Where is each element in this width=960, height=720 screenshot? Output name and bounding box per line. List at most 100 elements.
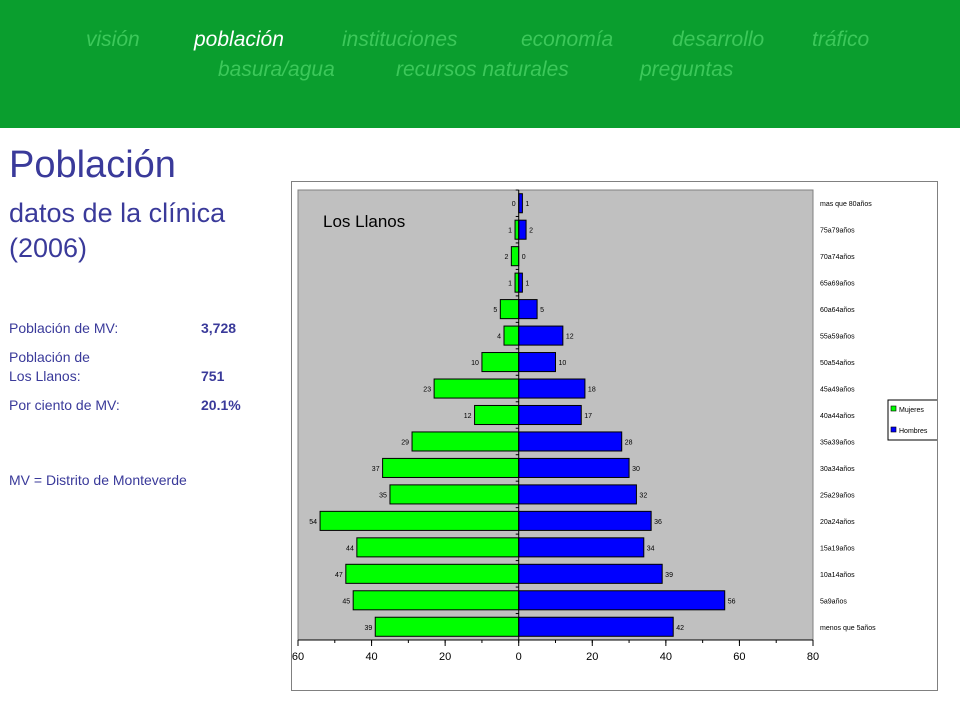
llanos-population-label-2: Los Llanos: <box>9 368 81 384</box>
bar-mujeres <box>474 404 520 426</box>
bar-mujeres <box>510 246 520 267</box>
bar-hombres <box>518 510 652 531</box>
bar-mujeres <box>389 484 520 505</box>
category-label: 65a69años <box>820 281 855 288</box>
percent-of-mv-label: Por ciento de MV: <box>9 397 120 413</box>
data-label-hombres: 17 <box>584 413 592 420</box>
data-label-hombres: 1 <box>525 201 529 208</box>
data-label-hombres: 39 <box>665 572 673 579</box>
category-label: 35a39años <box>820 439 855 446</box>
category-label: 75a79años <box>820 228 855 235</box>
bar-mujeres <box>503 325 520 346</box>
page-title: Población <box>9 144 176 186</box>
category-label: 15a19años <box>820 545 855 552</box>
top-navigation-bar: visión población instituciones economía desa… <box>0 0 960 128</box>
llanos-population-label-1: Población de <box>9 349 90 365</box>
bar-mujeres <box>411 431 520 452</box>
bar-mujeres <box>374 616 520 637</box>
bar-mujeres <box>352 590 520 611</box>
x-tick-label: 40 <box>365 651 377 663</box>
bar-hombres <box>518 616 674 637</box>
bar-mujeres <box>433 378 520 399</box>
llanos-population-value: 751 <box>201 368 225 384</box>
nav-item-1[interactable]: población <box>194 28 284 51</box>
category-label: 60a64años <box>820 307 855 314</box>
category-label: 55a59años <box>820 334 855 341</box>
bar-hombres <box>518 537 645 558</box>
category-label: 40a44años <box>820 413 855 420</box>
x-tick-label: 40 <box>660 651 672 663</box>
data-label-hombres: 12 <box>566 334 574 341</box>
data-label-mujeres: 29 <box>401 439 409 446</box>
nav-item-8[interactable]: preguntas <box>640 58 734 81</box>
data-label-mujeres: 1 <box>508 228 512 235</box>
population-pyramid-chart: 0 1 mas que 80años 1 2 75a79años 2 0 70a74años 1 1… <box>291 181 938 691</box>
data-label-mujeres: 44 <box>346 545 354 552</box>
nav-item-7[interactable]: recursos naturales <box>396 58 569 81</box>
category-label: 70a74años <box>820 254 855 261</box>
footnote-mv-definition: MV = Distrito de Monteverde <box>9 472 187 488</box>
data-label-hombres: 32 <box>639 492 647 499</box>
bar-mujeres <box>356 537 520 558</box>
data-label-hombres: 56 <box>728 598 736 605</box>
subtitle-line-1: datos de la clínica <box>9 198 226 228</box>
nav-item-0[interactable]: visión <box>86 28 140 51</box>
data-label-mujeres: 5 <box>493 307 497 314</box>
data-label-hombres: 2 <box>529 228 533 235</box>
bar-hombres <box>518 404 582 426</box>
category-label: 5a9años <box>820 598 847 605</box>
chart-canvas: 0 1 mas que 80años 1 2 75a79años 2 0 70a74años 1 1… <box>292 189 937 663</box>
mv-population-label: Población de MV: <box>9 320 119 336</box>
x-tick-label: 0 <box>516 651 522 663</box>
data-label-mujeres: 4 <box>497 334 501 341</box>
data-label-hombres: 42 <box>676 625 684 632</box>
bar-hombres <box>518 378 586 399</box>
category-label: 20a24años <box>820 519 855 526</box>
bar-mujeres <box>345 563 520 584</box>
nav-item-5[interactable]: tráfico <box>812 28 870 51</box>
percent-of-mv-value: 20.1% <box>201 397 241 413</box>
nav-item-2[interactable]: instituciones <box>342 28 458 51</box>
bar-mujeres <box>481 352 520 373</box>
bar-hombres <box>518 484 637 505</box>
legend-label-mujeres: Mujeres <box>899 407 924 414</box>
data-label-hombres: 0 <box>522 254 526 261</box>
data-label-mujeres: 47 <box>335 572 343 579</box>
bar-hombres <box>518 563 663 584</box>
bar-mujeres <box>319 510 520 531</box>
data-label-mujeres: 1 <box>508 281 512 288</box>
bar-hombres <box>518 325 564 346</box>
legend-label-hombres: Hombres <box>899 428 928 435</box>
bar-hombres <box>518 352 556 373</box>
bar-hombres <box>518 219 527 240</box>
bar-hombres <box>518 272 523 293</box>
data-label-hombres: 18 <box>588 387 596 394</box>
category-label: 25a29años <box>820 492 855 499</box>
bar-mujeres <box>514 272 520 293</box>
bar-hombres <box>518 590 726 611</box>
category-label: mas que 80años <box>820 201 872 208</box>
legend-swatch-mujeres <box>890 405 897 412</box>
bar-mujeres <box>514 219 520 240</box>
data-label-hombres: 5 <box>540 307 544 314</box>
data-label-mujeres: 37 <box>372 466 380 473</box>
nav-item-3[interactable]: economía <box>521 28 614 51</box>
chart-title: Los Llanos <box>323 212 405 231</box>
bar-hombres <box>518 299 538 320</box>
bar-mujeres <box>499 299 520 320</box>
subtitle-line-2: (2006) <box>9 233 88 263</box>
bar-hombres <box>518 457 630 478</box>
data-label-hombres: 28 <box>625 439 633 446</box>
category-label: 50a54años <box>820 360 855 367</box>
bar-mujeres <box>382 457 520 478</box>
data-label-hombres: 36 <box>654 519 662 526</box>
data-label-mujeres: 0 <box>512 201 516 208</box>
nav-item-4[interactable]: desarrollo <box>672 28 765 51</box>
data-label-mujeres: 23 <box>423 387 431 394</box>
nav-item-6[interactable]: basura/agua <box>218 58 335 81</box>
data-label-hombres: 34 <box>647 545 655 552</box>
data-label-mujeres: 10 <box>471 360 479 367</box>
mv-population-value: 3,728 <box>201 320 237 336</box>
legend-swatch-hombres <box>890 426 897 433</box>
bar-hombres <box>518 193 523 214</box>
